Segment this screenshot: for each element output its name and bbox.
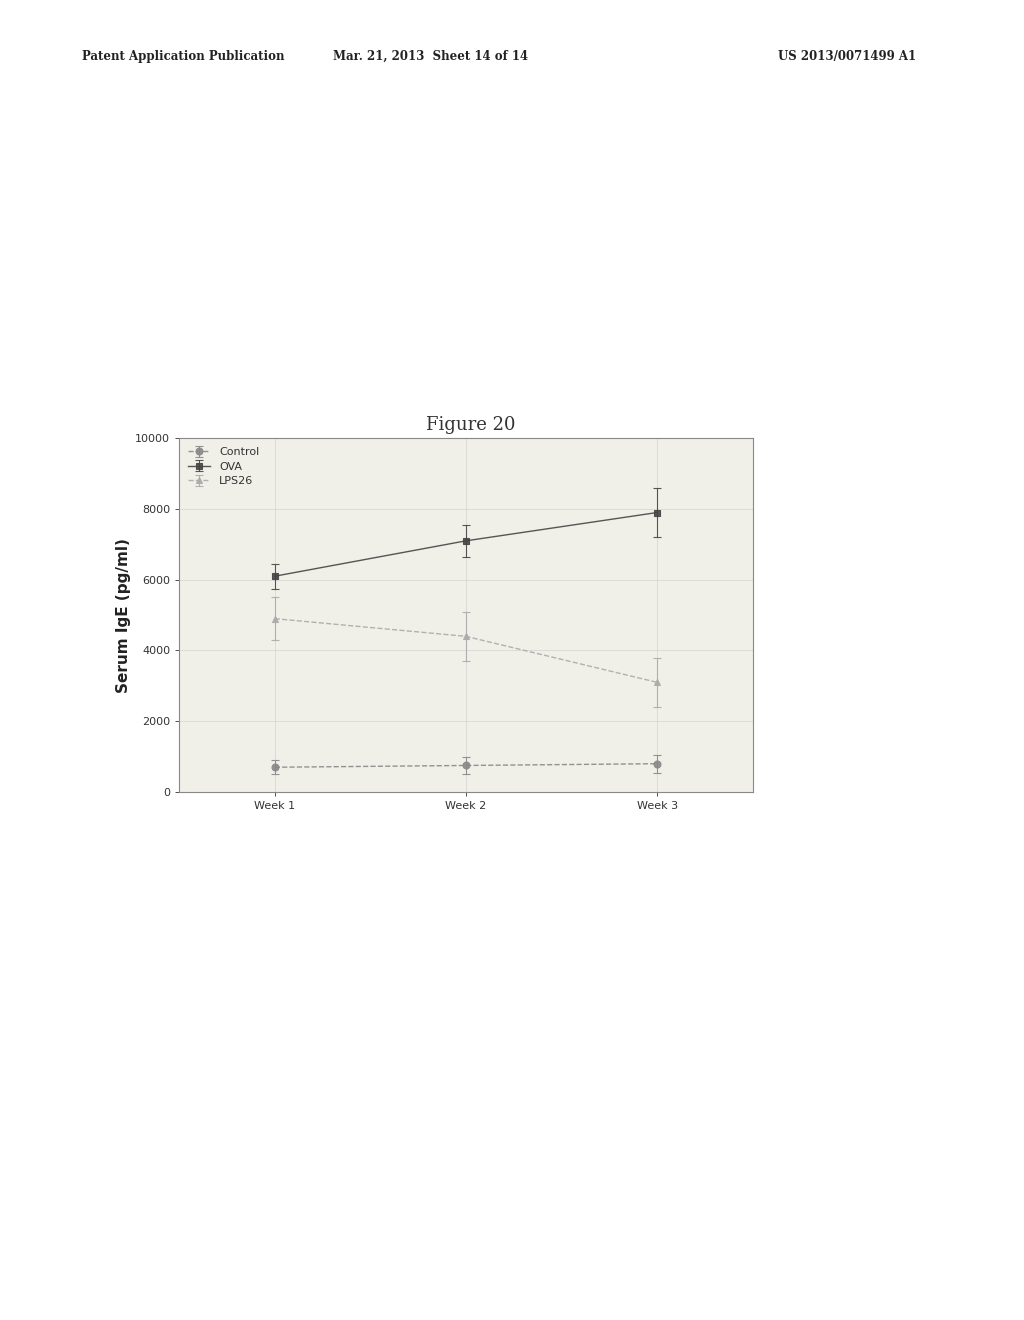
Text: Figure 20: Figure 20 bbox=[426, 416, 516, 434]
Legend: Control, OVA, LPS26: Control, OVA, LPS26 bbox=[184, 444, 263, 490]
Text: Patent Application Publication: Patent Application Publication bbox=[82, 50, 285, 63]
Text: US 2013/0071499 A1: US 2013/0071499 A1 bbox=[778, 50, 916, 63]
Y-axis label: Serum IgE (pg/ml): Serum IgE (pg/ml) bbox=[116, 537, 131, 693]
Text: Mar. 21, 2013  Sheet 14 of 14: Mar. 21, 2013 Sheet 14 of 14 bbox=[333, 50, 527, 63]
